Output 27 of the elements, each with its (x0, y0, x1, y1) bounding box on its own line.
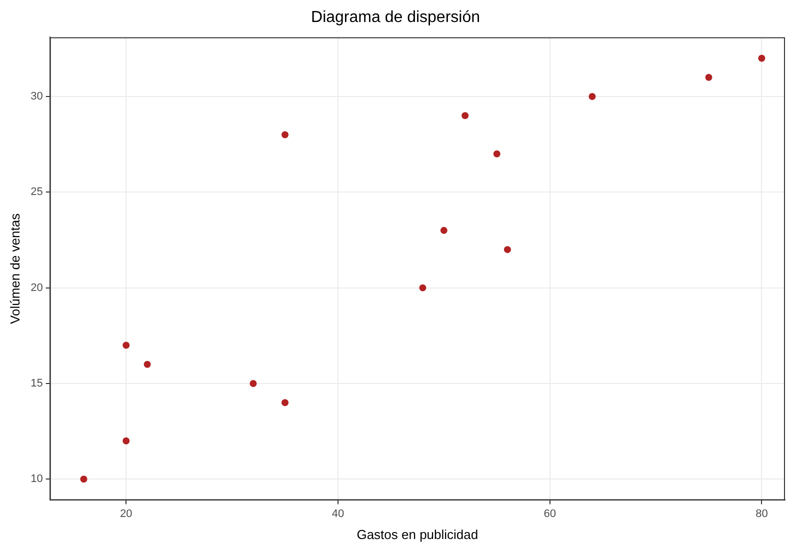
x-tick-label: 40 (332, 508, 344, 520)
x-tick-label: 20 (120, 508, 132, 520)
point (122, 342, 130, 349)
point (282, 131, 289, 138)
x-tick-label: 80 (756, 508, 768, 520)
y-tick-label: 10 (30, 473, 43, 486)
y-tick-label: 25 (30, 186, 43, 198)
point (80, 476, 88, 483)
y-axis-title: Volúmen de ventas (7, 212, 22, 324)
point (758, 54, 766, 62)
point (440, 226, 448, 234)
x-axis-title: Gastos en publicidad (356, 526, 478, 542)
chart-title: Diagrama de dispersión (311, 9, 480, 26)
point (282, 399, 289, 406)
point (705, 74, 712, 81)
x-tick-label: 60 (544, 508, 556, 520)
point (419, 284, 426, 292)
point (504, 246, 511, 254)
point (144, 360, 151, 368)
point (588, 93, 596, 100)
y-tick-label: 30 (30, 90, 43, 103)
point (122, 437, 130, 444)
y-tick-label: 15 (30, 378, 43, 390)
point (250, 380, 257, 387)
point (493, 150, 500, 158)
y-tick-label: 20 (30, 282, 43, 294)
point (462, 112, 469, 120)
